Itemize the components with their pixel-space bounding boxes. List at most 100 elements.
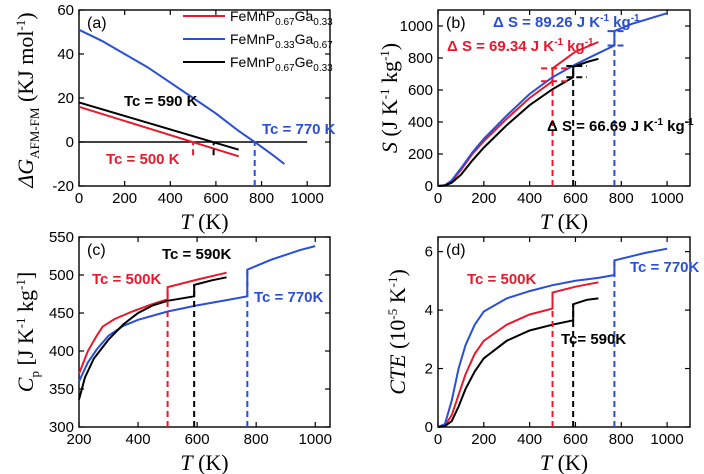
legend-element: Ge [295, 54, 314, 70]
y-tick-label: 0 [425, 178, 433, 195]
x-tick-label: 400 [158, 190, 183, 207]
x-tick-label: 0 [434, 190, 442, 207]
delta-s-unit: kg [609, 14, 631, 31]
panel-label: (b) [446, 15, 466, 32]
superscript: -1 [654, 117, 663, 128]
x-tick-label: 600 [185, 431, 210, 448]
y-axis-label-paren: ) [385, 269, 410, 276]
annotation: Tc = 590 K [124, 93, 198, 110]
legend-formula: FeMnP [230, 31, 275, 47]
x-axis-label-unit: (K) [193, 209, 229, 234]
x-axis-label-unit: (K) [552, 209, 588, 234]
y-tick-label: 0 [66, 134, 74, 151]
legend-entry: FeMnP0.33Ga0.67 [230, 31, 333, 51]
x-axis-label-symbol: T [180, 209, 194, 234]
annotation: Tc = 500K [92, 271, 162, 288]
delta-s-value: Δ S = 89.26 J K [493, 14, 600, 31]
x-tick-label: 200 [66, 431, 91, 448]
y-tick-label: 6 [425, 244, 433, 261]
x-axis-label-unit: (K) [552, 450, 588, 474]
series-line-blue [437, 247, 668, 428]
y-axis-label: CTE (10-5 K-1) [385, 269, 410, 395]
y-axis-label-unit: [J K [13, 328, 38, 371]
x-tick-label: 0 [434, 431, 442, 448]
legend-formula: FeMnP [230, 8, 275, 24]
y-tick-label: 20 [57, 90, 74, 107]
y-tick-label: 800 [408, 50, 433, 67]
series-line-red [78, 105, 239, 158]
y-axis-label-unit: (10 [385, 320, 410, 355]
y-axis-label: Cp [J K-1 kg-1] [13, 272, 42, 392]
legend-element: Ga [295, 31, 314, 47]
legend-subscript: 0.33 [313, 63, 333, 74]
x-tick-label: 600 [563, 190, 588, 207]
x-tick-label: 200 [112, 190, 137, 207]
x-tick-label: 600 [563, 431, 588, 448]
x-axis-label: T (K) [540, 209, 588, 234]
superscript: -1 [685, 117, 694, 128]
y-axis-label-symbol: C [13, 377, 38, 392]
y-tick-label: 500 [49, 267, 74, 284]
delta-s-unit: kg [563, 38, 585, 55]
x-tick-label: 400 [517, 431, 542, 448]
x-axis-label-symbol: T [540, 209, 554, 234]
series-line-black [78, 101, 239, 151]
superscript: -5 [385, 309, 400, 320]
y-tick-label: 400 [49, 343, 74, 360]
x-axis-label: T (K) [180, 209, 228, 234]
series-line-red [437, 281, 599, 428]
y-tick-label: 0 [425, 419, 433, 436]
delta-s-annotation: Δ S = 89.26 J K-1 kg-1 [493, 13, 640, 31]
x-tick-label: 1000 [299, 431, 332, 448]
annotation: Tc = 770K [630, 259, 700, 276]
panel-label: (c) [87, 242, 106, 259]
y-tick-label: 550 [49, 229, 74, 246]
plot-frame [437, 236, 691, 428]
series-line-red [78, 271, 227, 375]
y-axis-label-sub: AFM-FM [27, 107, 42, 159]
legend-entry: FeMnP0.67Ge0.33 [230, 54, 333, 74]
annotation: Tc = 590K [162, 246, 232, 263]
plot-frame [78, 236, 331, 428]
y-tick-label: 600 [408, 82, 433, 99]
y-tick-label: 1000 [400, 18, 433, 35]
y-tick-label: 400 [408, 114, 433, 131]
superscript: -1 [13, 279, 28, 290]
x-tick-label: 800 [609, 190, 634, 207]
y-axis-label-symbol: CTE [385, 354, 410, 395]
y-tick-label: 450 [49, 305, 74, 322]
annotation: Tc = 500K [467, 271, 537, 288]
y-axis-label: S (J K-1 kg-1) [377, 43, 402, 153]
y-tick-label: 2 [425, 361, 433, 378]
annotation: Tc= 590K [561, 331, 626, 348]
x-tick-label: 200 [471, 190, 496, 207]
series-line-black [437, 297, 599, 428]
x-tick-label: 1000 [650, 190, 683, 207]
delta-s-annotation: Δ S = 66.69 J K-1 kg-1 [547, 117, 694, 135]
y-axis-label-unit2: K [385, 287, 410, 309]
x-tick-label: 800 [609, 431, 634, 448]
y-tick-label: 300 [49, 419, 74, 436]
y-axis-label-unit2: kg [377, 61, 402, 89]
x-tick-label: 400 [517, 190, 542, 207]
delta-s-annotation: Δ S = 69.34 J K-1 kg-1 [447, 37, 594, 55]
y-axis-label-unit: (J K [377, 99, 402, 142]
series-line-blue [78, 28, 286, 165]
x-tick-label: 1000 [650, 431, 683, 448]
y-tick-label: 40 [57, 46, 74, 63]
y-tick-label: 60 [57, 2, 74, 19]
legend-formula: FeMnP [230, 54, 275, 70]
y-axis-label-paren: ] [13, 272, 38, 279]
annotation: Tc = 770 K [262, 121, 336, 138]
superscript: -1 [585, 37, 594, 48]
x-axis-label: T (K) [540, 450, 588, 474]
x-tick-label: 1000 [290, 190, 323, 207]
legend-entry: FeMnP0.67Ga0.33 [230, 8, 333, 28]
legend-subscript: 0.67 [275, 17, 295, 28]
x-axis-label-symbol: T [180, 450, 194, 474]
panel-label: (a) [87, 15, 107, 32]
y-axis-label-paren: ) [13, 12, 38, 19]
superscript: -1 [631, 13, 640, 24]
x-tick-label: 600 [203, 190, 228, 207]
